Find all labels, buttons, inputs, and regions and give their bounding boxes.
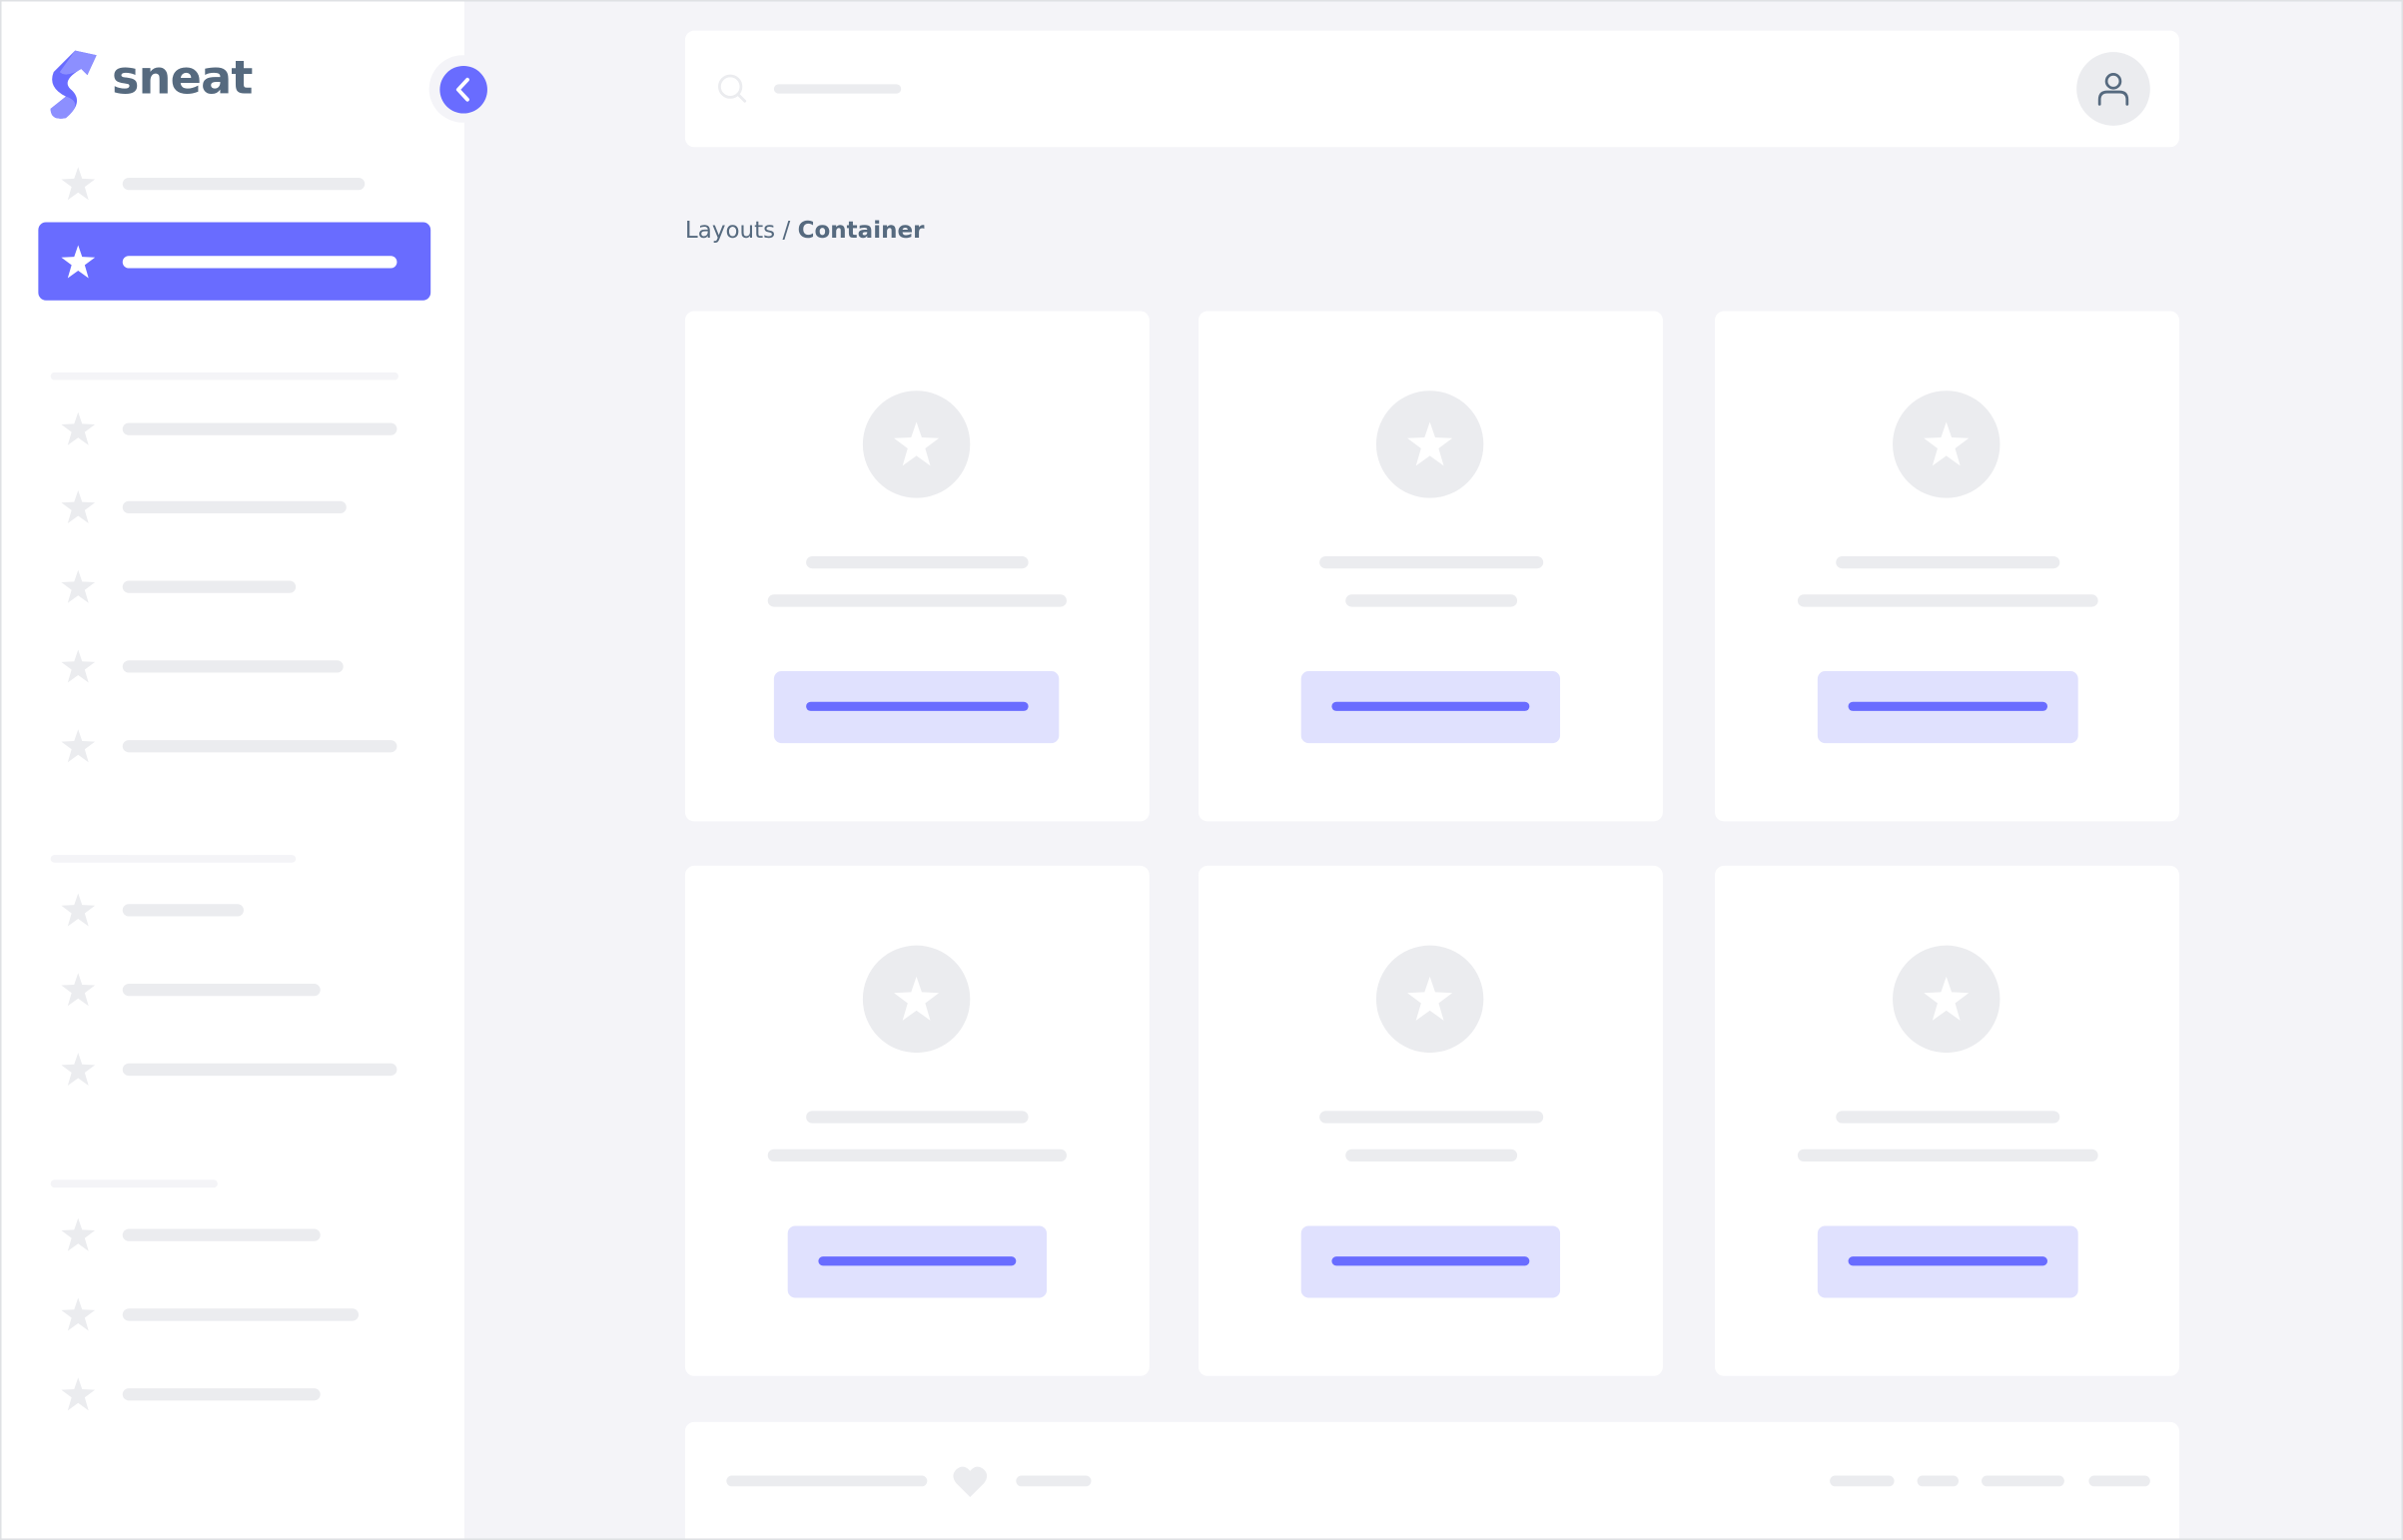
- card: [1198, 311, 1663, 822]
- search-icon[interactable]: [717, 74, 748, 105]
- star-icon: [60, 1296, 97, 1333]
- footer-link[interactable]: [1917, 1475, 1960, 1487]
- menu-item[interactable]: [122, 740, 398, 753]
- card-button[interactable]: [773, 671, 1060, 744]
- card-text: [1345, 1149, 1518, 1161]
- menu-item[interactable]: [122, 904, 244, 917]
- menu-item[interactable]: [122, 1388, 321, 1401]
- footer-link[interactable]: [1830, 1475, 1895, 1487]
- card-text: [1797, 594, 2098, 607]
- star-icon: [1405, 975, 1454, 1024]
- menu-item[interactable]: [122, 1308, 360, 1321]
- search-input[interactable]: [773, 84, 902, 94]
- card-button-label: [1848, 701, 2048, 711]
- card-icon-circle: [862, 390, 971, 498]
- menu-item[interactable]: [122, 660, 344, 673]
- star-icon: [1922, 419, 1971, 468]
- user-icon: [2097, 73, 2129, 106]
- star-icon: [1405, 419, 1454, 468]
- star-icon: [60, 568, 97, 605]
- card-icon-circle: [862, 945, 971, 1054]
- card-button-label: [1848, 1256, 2048, 1266]
- menu-item-active[interactable]: [38, 222, 431, 301]
- star-icon: [60, 892, 97, 929]
- card-button[interactable]: [787, 1225, 1048, 1298]
- menu-item[interactable]: [122, 422, 398, 435]
- footer-link[interactable]: [1982, 1475, 2064, 1487]
- menu-item[interactable]: [122, 177, 366, 191]
- card-title: [1836, 555, 2060, 569]
- menu-section-header: [50, 855, 297, 863]
- card-button[interactable]: [1300, 1225, 1561, 1298]
- menu-section-header: [50, 1179, 218, 1188]
- footer-text: [726, 1475, 928, 1487]
- card-text: [1797, 1149, 2098, 1161]
- breadcrumb: Layouts / Container: [685, 216, 925, 244]
- breadcrumb-separator: /: [782, 216, 791, 244]
- card-title: [806, 555, 1029, 569]
- breadcrumb-current: Container: [797, 216, 925, 244]
- card-title: [1836, 1111, 2060, 1124]
- card: [684, 865, 1150, 1376]
- card-title: [1319, 1111, 1544, 1124]
- star-icon: [60, 244, 97, 281]
- card-text: [767, 594, 1067, 607]
- star-icon: [60, 1052, 97, 1089]
- star-icon: [892, 419, 941, 468]
- star-icon: [1922, 975, 1971, 1024]
- card-button[interactable]: [1300, 671, 1561, 744]
- card-icon-circle: [1375, 390, 1484, 498]
- star-icon: [60, 166, 97, 203]
- card-button-label: [806, 701, 1029, 711]
- menu-item[interactable]: [122, 1228, 321, 1241]
- star-icon: [60, 410, 97, 447]
- star-icon: [60, 648, 97, 685]
- card-title: [1319, 555, 1544, 569]
- card-button-label: [1331, 701, 1530, 711]
- star-icon: [892, 975, 941, 1024]
- card: [1715, 311, 2179, 822]
- breadcrumb-parent[interactable]: Layouts: [684, 216, 776, 244]
- footer: [684, 1421, 2179, 1539]
- logo-icon: [50, 50, 97, 119]
- menu-item[interactable]: [122, 984, 321, 997]
- card-text: [767, 1149, 1067, 1161]
- card-icon-circle: [1375, 945, 1484, 1054]
- card-button-label: [1331, 1256, 1530, 1266]
- card-button-label: [818, 1256, 1017, 1266]
- avatar[interactable]: [2076, 52, 2150, 126]
- card: [1198, 865, 1663, 1376]
- collapse-sidebar-button[interactable]: [439, 65, 487, 114]
- card-text: [1345, 594, 1518, 607]
- card-icon-circle: [1893, 390, 2001, 498]
- star-icon: [60, 488, 97, 525]
- star-icon: [60, 1216, 97, 1253]
- navbar: [684, 30, 2179, 148]
- card-button[interactable]: [1817, 1225, 2078, 1298]
- menu-section-header: [50, 372, 399, 381]
- menu-item[interactable]: [122, 500, 347, 513]
- star-icon: [60, 972, 97, 1009]
- chevron-left-icon: [455, 77, 469, 102]
- menu-item-label: [122, 256, 398, 269]
- card-icon-circle: [1893, 945, 2001, 1054]
- sidebar: sneat: [1, 1, 464, 1539]
- star-icon: [60, 1376, 97, 1413]
- menu-item[interactable]: [122, 580, 297, 593]
- card-button[interactable]: [1817, 671, 2078, 744]
- card-title: [806, 1111, 1029, 1124]
- footer-link[interactable]: [1016, 1475, 1092, 1487]
- footer-link[interactable]: [2088, 1475, 2150, 1487]
- brand-name: sneat: [112, 52, 253, 106]
- heart-icon: [953, 1466, 988, 1498]
- star-icon: [60, 728, 97, 765]
- card: [684, 311, 1150, 822]
- card: [1715, 865, 2179, 1376]
- menu-item[interactable]: [122, 1063, 398, 1077]
